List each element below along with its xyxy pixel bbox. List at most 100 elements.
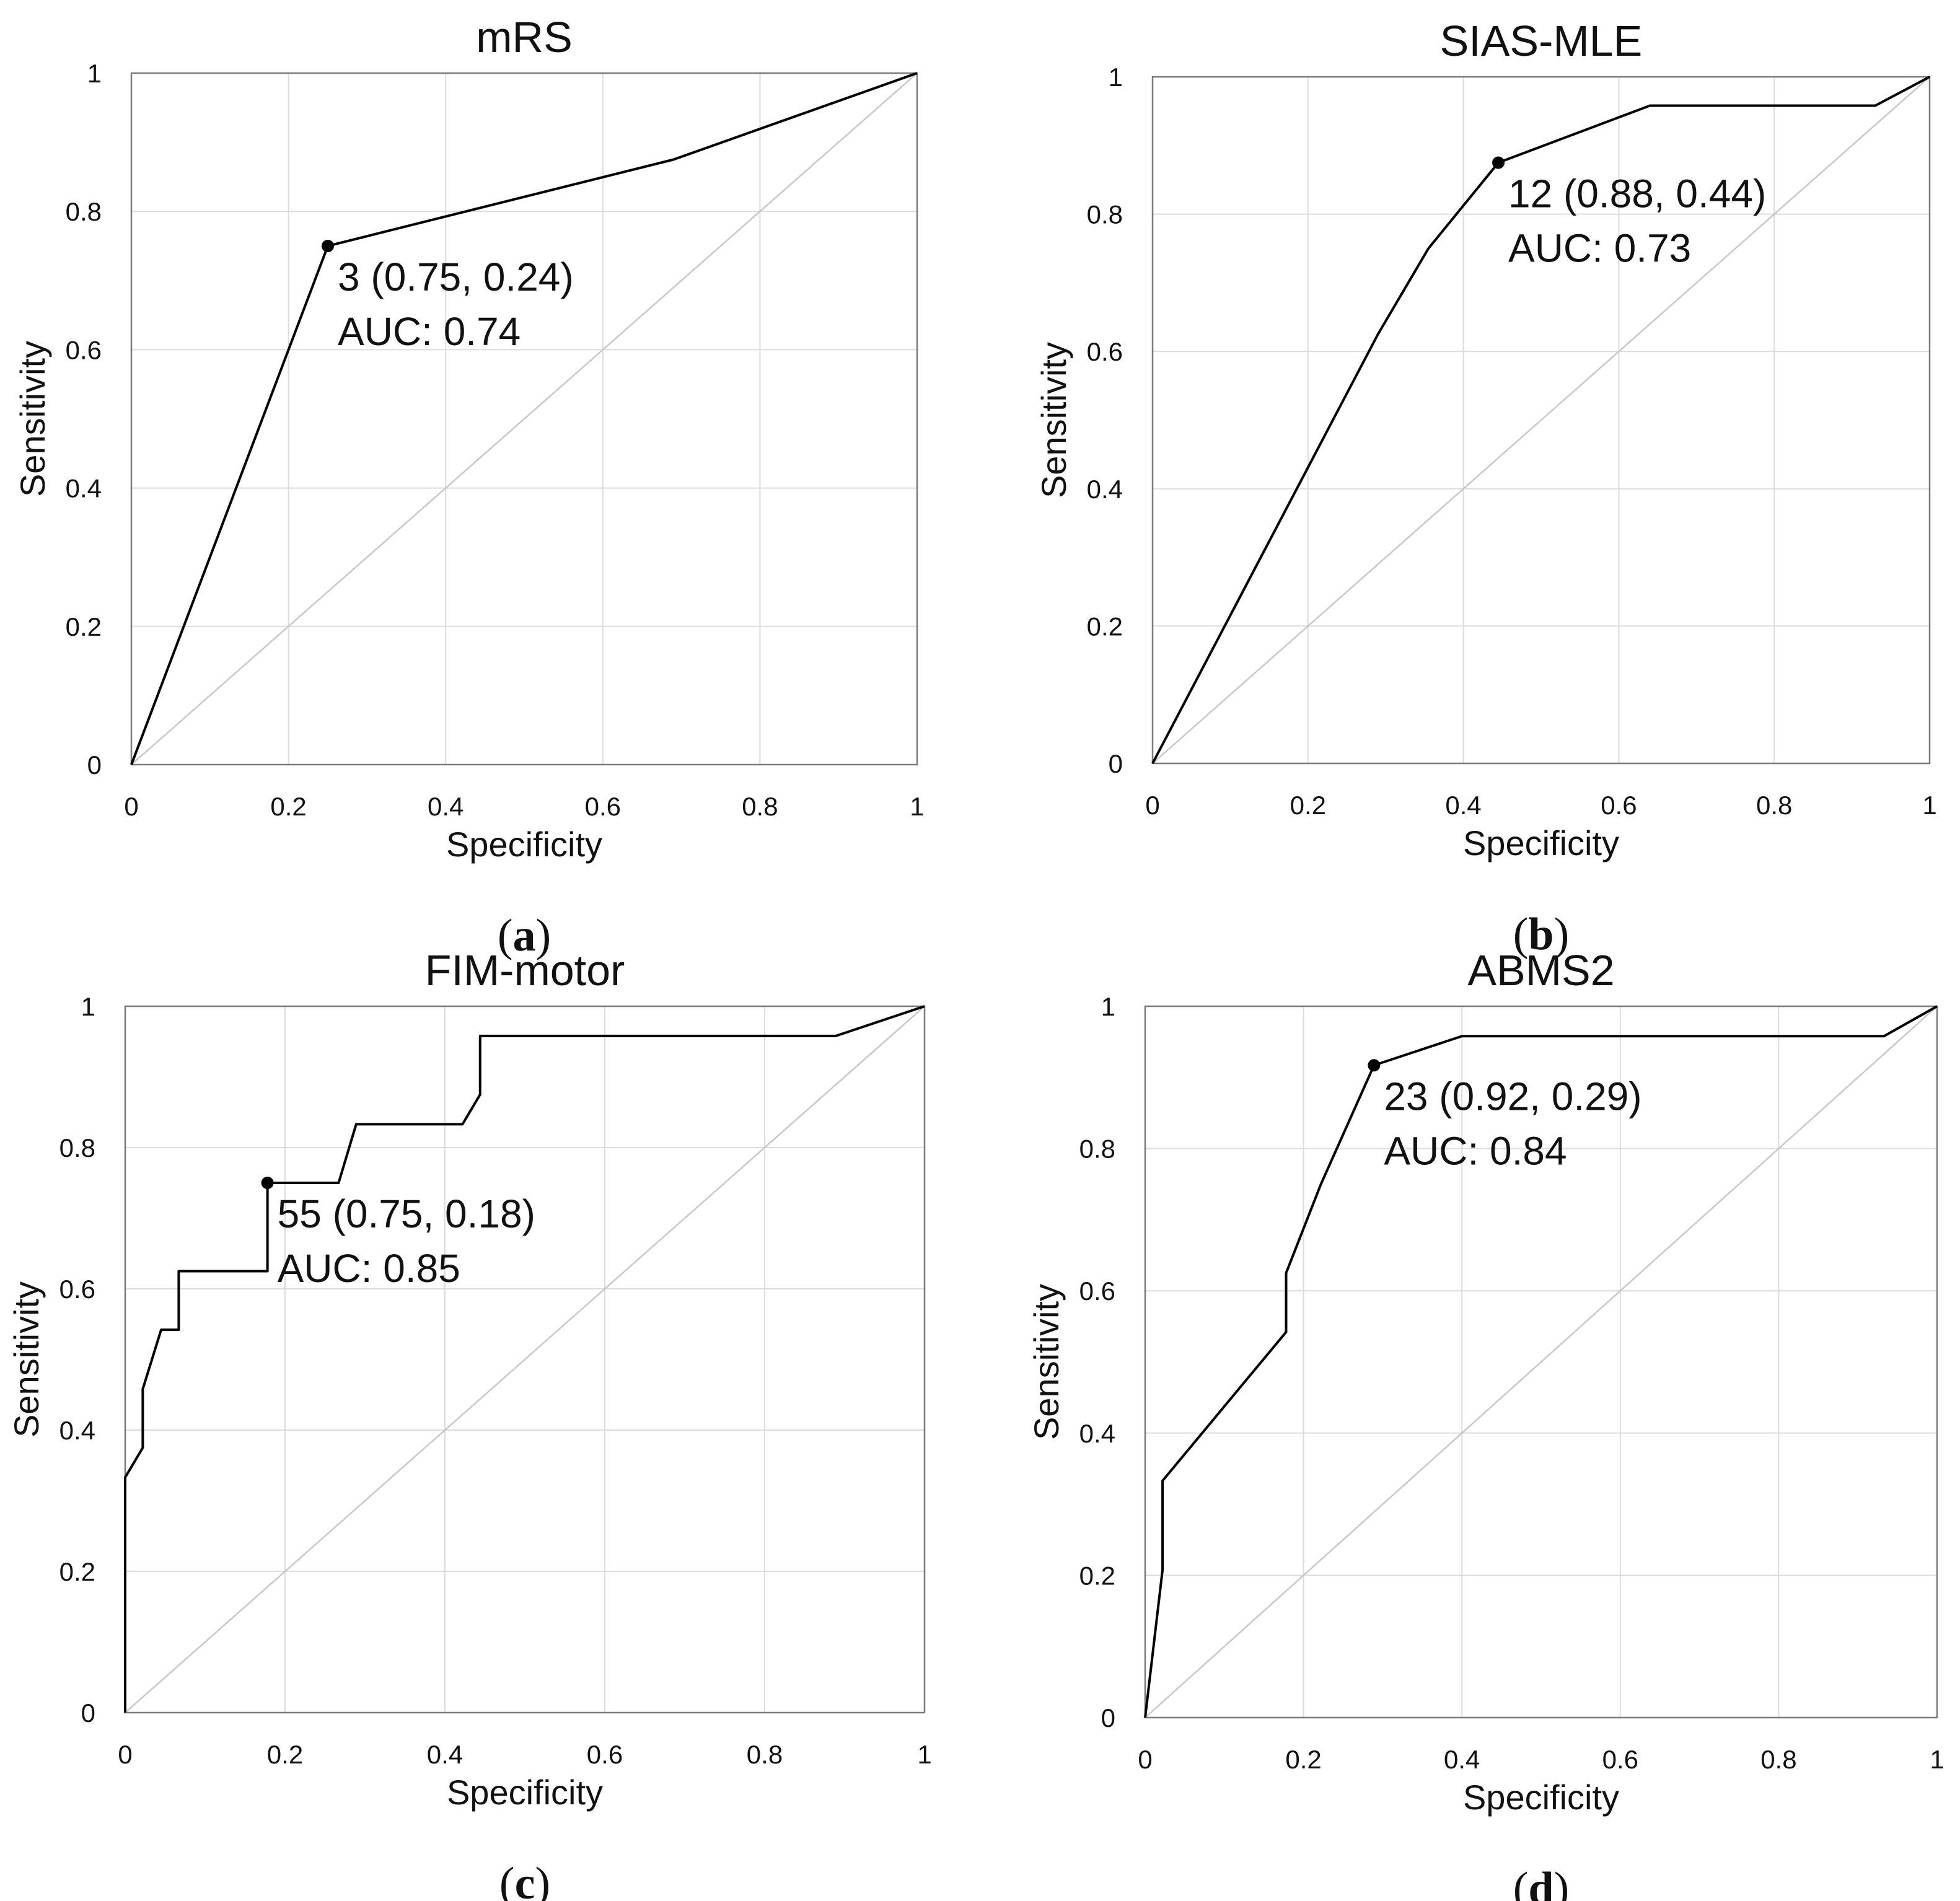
reference-diagonal-line	[131, 72, 918, 765]
cutoff-annotation: 3 (0.75, 0.24)	[338, 255, 574, 299]
x-tick-label: 0.2	[267, 1740, 303, 1769]
x-axis-label: Specificity	[447, 1773, 603, 1812]
reference-diagonal-line	[1145, 1006, 1938, 1718]
panel-label-letter: c	[515, 1858, 535, 1901]
x-tick-label: 0	[1138, 1745, 1152, 1774]
x-tick-label: 0.8	[742, 792, 778, 821]
panel-label: (b)	[1513, 909, 1569, 960]
y-tick-label: 0	[1109, 749, 1123, 778]
y-tick-label: 0.8	[66, 197, 102, 226]
x-tick-label: 0	[124, 792, 138, 821]
x-tick-label: 0.4	[428, 792, 464, 821]
y-tick-label: 0.4	[1079, 1419, 1115, 1448]
y-tick-label: 0.2	[66, 612, 102, 641]
x-axis-label: Specificity	[1463, 823, 1619, 863]
panel-label-close-paren: )	[1554, 1863, 1570, 1901]
roc-panel-d: 0 0.2 0.4 0.6 0.8 1 0 0.2 0.4 0.6 0.8 1 ABMS2 Specifi…	[1027, 946, 1945, 1901]
auc-annotation: AUC: 0.73	[1508, 226, 1691, 271]
x-tick-label: 0	[1145, 791, 1159, 820]
cutoff-annotation: 12 (0.88, 0.44)	[1508, 172, 1766, 216]
cutoff-point-marker	[1368, 1059, 1381, 1072]
panel-label-letter: d	[1528, 1863, 1553, 1901]
y-tick-label: 0.6	[1087, 337, 1123, 366]
panel-label-open-paren: (	[1513, 909, 1529, 960]
chart-title: ABMS2	[1467, 946, 1614, 994]
y-tick-label: 0.8	[1087, 200, 1123, 229]
chart-title: SIAS-MLE	[1440, 17, 1643, 65]
x-tick-label: 1	[917, 1740, 931, 1769]
roc-curve-line	[1144, 1005, 1938, 1718]
x-tick-label: 0.6	[1602, 1745, 1638, 1774]
x-tick-label: 1	[910, 792, 924, 821]
reference-diagonal-line	[125, 1006, 925, 1713]
x-tick-label: 0.8	[1760, 1745, 1796, 1774]
x-tick-label: 0.4	[427, 1740, 463, 1769]
roc-panel-c: 0 0.2 0.4 0.6 0.8 1 0 0.2 0.4 0.6 0.8 1 FIM-motor Spe…	[7, 946, 932, 1901]
plot-frame	[124, 1005, 926, 1714]
y-tick-label: 0.2	[59, 1557, 95, 1586]
x-tick-label: 0.6	[1601, 791, 1637, 820]
x-tick-label: 0.4	[1445, 791, 1481, 820]
y-tick-label: 1	[1101, 992, 1115, 1021]
panel-label: (a)	[498, 910, 551, 961]
panel-label-close-paren: )	[536, 910, 552, 961]
y-tick-label: 0.8	[59, 1133, 95, 1162]
y-tick-label: 1	[87, 59, 102, 88]
plot-frame	[1144, 1005, 1938, 1719]
y-tick-label: 0	[1101, 1703, 1115, 1732]
x-tick-label: 1	[1930, 1745, 1944, 1774]
roc-curve-line	[124, 1005, 925, 1713]
auc-annotation: AUC: 0.84	[1384, 1128, 1567, 1173]
auc-annotation: AUC: 0.74	[338, 309, 521, 354]
x-tick-label: 0.2	[1285, 1745, 1321, 1774]
reference-diagonal-line	[1152, 76, 1930, 764]
y-tick-label: 1	[1109, 63, 1123, 92]
panel-label-close-paren: )	[1554, 909, 1570, 960]
y-tick-label: 0.6	[66, 335, 102, 364]
panel-label-close-paren: )	[535, 1858, 550, 1901]
x-tick-label: 1	[1922, 791, 1936, 820]
roc-curve-line	[130, 72, 918, 765]
x-tick-label: 0.6	[587, 1740, 623, 1769]
y-tick-label: 0.4	[1087, 475, 1123, 504]
y-axis-label: Sensitivity	[1027, 1284, 1066, 1440]
panel-label: (c)	[499, 1858, 550, 1901]
cutoff-point-marker	[261, 1177, 274, 1189]
y-tick-label: 0.6	[59, 1275, 95, 1304]
x-tick-label: 0.4	[1444, 1745, 1480, 1774]
y-tick-label: 0.8	[1079, 1135, 1115, 1164]
x-tick-label: 0.6	[585, 792, 621, 821]
x-tick-label: 0.8	[1756, 791, 1792, 820]
roc-panel-a: 0 0.2 0.4 0.6 0.8 1 0 0.2 0.4 0.6 0.8 1 mRS Specifici…	[13, 13, 925, 961]
panel-label-letter: a	[513, 910, 536, 961]
y-tick-label: 0.2	[1079, 1561, 1115, 1590]
roc-panel-b: 0 0.2 0.4 0.6 0.8 1 0 0.2 0.4 0.6 0.8 1 SIAS-MLE Spec…	[1034, 17, 1937, 960]
panel-label: (d)	[1513, 1863, 1569, 1901]
x-tick-label: 0.2	[1290, 791, 1326, 820]
panel-label-open-paren: (	[1513, 1863, 1529, 1901]
y-tick-label: 0.6	[1079, 1276, 1115, 1306]
plot-frame	[1151, 76, 1931, 765]
plot-frame	[130, 72, 918, 766]
cutoff-point-marker	[1492, 156, 1505, 169]
x-axis-label: Specificity	[1463, 1778, 1619, 1817]
y-tick-label: 0.4	[66, 474, 102, 503]
cutoff-point-marker	[322, 240, 334, 252]
y-tick-label: 0.2	[1087, 612, 1123, 641]
x-tick-label: 0	[118, 1740, 132, 1769]
y-axis-label: Sensitivity	[13, 341, 52, 497]
x-tick-label: 0.8	[747, 1740, 783, 1769]
auc-annotation: AUC: 0.85	[278, 1246, 460, 1291]
x-axis-label: Specificity	[446, 825, 602, 864]
cutoff-annotation: 23 (0.92, 0.29)	[1384, 1074, 1641, 1118]
y-tick-label: 1	[81, 992, 95, 1021]
y-tick-label: 0	[81, 1698, 95, 1728]
x-tick-label: 0.2	[270, 792, 306, 821]
panel-label-letter: b	[1528, 909, 1553, 960]
chart-title: FIM-motor	[425, 946, 625, 994]
cutoff-annotation: 55 (0.75, 0.18)	[278, 1192, 535, 1236]
y-tick-label: 0.4	[59, 1416, 95, 1445]
y-axis-label: Sensitivity	[1034, 342, 1073, 498]
y-axis-label: Sensitivity	[7, 1281, 46, 1438]
